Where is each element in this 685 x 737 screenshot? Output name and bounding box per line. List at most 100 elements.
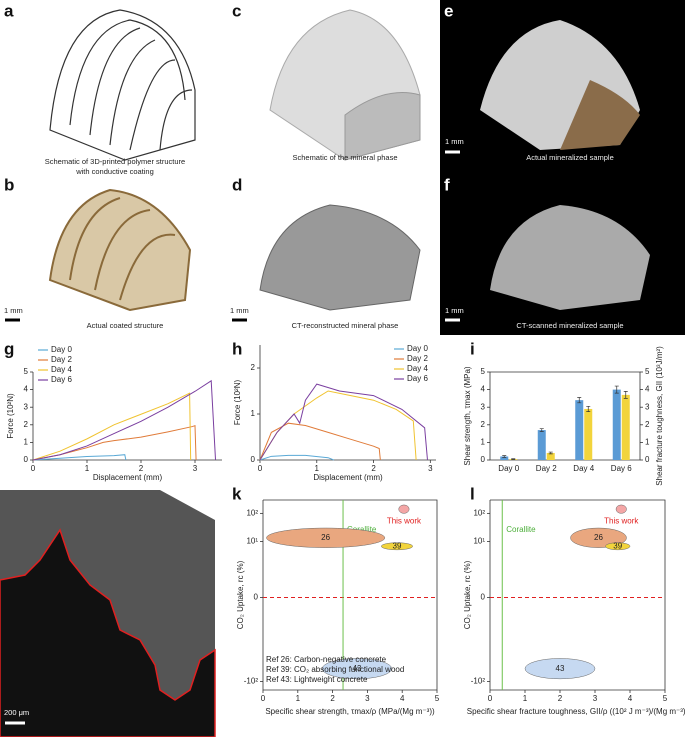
y-tick-label: 4 bbox=[24, 385, 29, 394]
panel-b-image bbox=[48, 188, 192, 312]
y-tick-label: -10² bbox=[471, 677, 486, 686]
scale-bar-label: 200 μm bbox=[4, 708, 29, 717]
error-bar bbox=[511, 458, 516, 460]
region bbox=[615, 504, 627, 514]
y-axis-label: CO₂ Uptake, rc (%) bbox=[463, 560, 472, 629]
region bbox=[398, 504, 410, 514]
region bbox=[321, 658, 393, 680]
panel-letter: l bbox=[470, 484, 475, 503]
region bbox=[605, 542, 631, 551]
y2-tick-label: 3 bbox=[645, 402, 650, 411]
error-bar bbox=[539, 428, 544, 432]
region bbox=[266, 527, 386, 548]
note: Ref 43: Lightweight concrete bbox=[266, 675, 368, 684]
y-tick-label: 2 bbox=[481, 420, 486, 429]
y-axis-label: Force (10²N) bbox=[6, 393, 15, 439]
x-tick-label: 2 bbox=[330, 694, 335, 703]
x-axis-label: Specific shear strength, τmax/ρ (MPa/(Mg… bbox=[265, 707, 435, 716]
region bbox=[570, 527, 627, 548]
panel-caption: Actual mineralized sample bbox=[526, 153, 614, 162]
x-tick-label: 2 bbox=[558, 694, 563, 703]
x-tick-label: 1 bbox=[315, 464, 320, 473]
scale-bar-label: 1 mm bbox=[445, 137, 464, 146]
panel-caption: Actual coated structure bbox=[87, 321, 164, 330]
x-tick-label: 3 bbox=[428, 464, 433, 473]
reference-label: Corallite bbox=[506, 525, 536, 534]
y2-tick-label: 0 bbox=[645, 455, 650, 464]
y-tick-label: 10¹ bbox=[246, 537, 258, 546]
panel-a-image bbox=[49, 9, 196, 161]
y-tick-label: 3 bbox=[481, 402, 486, 411]
error-bar bbox=[502, 455, 507, 458]
x-tick-label: 1 bbox=[85, 464, 90, 473]
panel-letter: b bbox=[4, 175, 14, 194]
panel-caption: with conductive coating bbox=[75, 167, 154, 176]
y-tick-label: 5 bbox=[481, 367, 486, 376]
y-axis-label: Force (10²N) bbox=[233, 379, 242, 425]
scale-bars bbox=[5, 150, 460, 725]
y-tick-label: 2 bbox=[24, 420, 29, 429]
y-tick-label: 10² bbox=[246, 508, 258, 517]
x-tick-label: 3 bbox=[593, 694, 598, 703]
x-tick-label: 2 bbox=[139, 464, 144, 473]
x-tick-label: 4 bbox=[400, 694, 405, 703]
bar bbox=[500, 456, 509, 460]
line bbox=[259, 383, 428, 461]
panel-letter: d bbox=[232, 175, 242, 194]
panel-letter: h bbox=[232, 339, 242, 358]
scale-bar-label: 1 mm bbox=[445, 306, 464, 315]
x-tick-label: 5 bbox=[663, 694, 668, 703]
x-tick-label: 0 bbox=[261, 694, 266, 703]
error-bar bbox=[623, 391, 628, 399]
line bbox=[32, 379, 217, 461]
bar bbox=[621, 394, 630, 460]
legend-label: Day 0 bbox=[407, 344, 428, 353]
y-axis-label: Shear strength, τmax (MPa) bbox=[463, 366, 472, 466]
y-tick-label: 5 bbox=[24, 367, 29, 376]
panel-f-image bbox=[490, 205, 650, 310]
panel-caption: CT-reconstructed mineral phase bbox=[292, 321, 399, 330]
x-tick-label: 3 bbox=[365, 694, 370, 703]
y-tick-label: 0 bbox=[254, 593, 259, 602]
y-tick-label: 0 bbox=[251, 455, 256, 464]
x-axis-label: Specific shear fracture toughness, GII/ρ… bbox=[467, 707, 685, 716]
line bbox=[259, 454, 334, 461]
panel-letter: c bbox=[232, 1, 241, 20]
note: Ref 26: Carbon-negative concrete bbox=[266, 655, 387, 664]
x-tick-label: 1 bbox=[523, 694, 528, 703]
x-tick-label: 2 bbox=[371, 464, 376, 473]
region-label: 39 bbox=[393, 541, 402, 550]
scale-bar-label: 1 mm bbox=[4, 306, 23, 315]
region bbox=[381, 542, 413, 551]
panel-caption: Schematic of 3D-printed polymer structur… bbox=[45, 157, 185, 166]
x-tick-label: Day 0 bbox=[498, 464, 519, 473]
y-tick-label: -10² bbox=[244, 677, 259, 686]
x-tick-label: 1 bbox=[296, 694, 301, 703]
x-tick-label: Day 6 bbox=[611, 464, 632, 473]
axes bbox=[32, 372, 222, 461]
x-axis-label: Displacement (mm) bbox=[313, 473, 383, 482]
y-tick-label: 0 bbox=[24, 455, 29, 464]
legend-label: Day 2 bbox=[407, 354, 428, 363]
scale-bar-label: 1 mm bbox=[230, 306, 249, 315]
y-tick-label: 0 bbox=[481, 455, 486, 464]
panel-j-image bbox=[0, 490, 216, 737]
line bbox=[32, 454, 127, 461]
legend-label: Day 6 bbox=[51, 375, 72, 384]
legend-label: Day 0 bbox=[51, 345, 72, 354]
bar bbox=[584, 408, 593, 460]
panel-c-image bbox=[269, 9, 421, 161]
panel-letter: e bbox=[444, 1, 453, 20]
x-tick-label: 3 bbox=[193, 464, 198, 473]
bar bbox=[537, 430, 546, 460]
panel-letter: j bbox=[3, 467, 9, 486]
region-label: This work bbox=[604, 516, 639, 525]
y-tick-label: 1 bbox=[481, 438, 486, 447]
y-tick-label: 0 bbox=[481, 593, 486, 602]
bar bbox=[546, 452, 555, 460]
panel-letter: f bbox=[444, 175, 450, 194]
error-bar bbox=[614, 385, 619, 394]
panel-letter: g bbox=[4, 339, 14, 358]
y-tick-label: 10² bbox=[473, 508, 485, 517]
